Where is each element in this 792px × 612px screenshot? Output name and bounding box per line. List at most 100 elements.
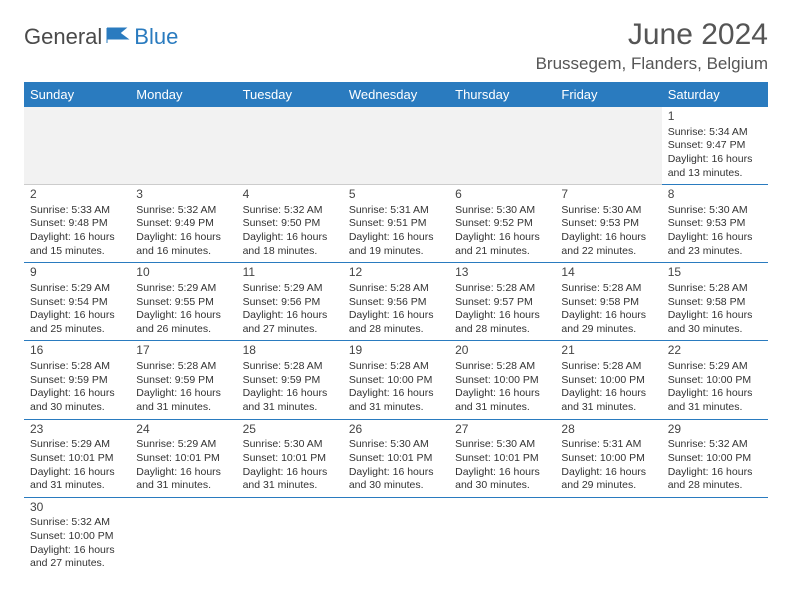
cell-text: Sunrise: 5:29 AM xyxy=(136,438,230,452)
cell-text: Sunset: 9:49 PM xyxy=(136,217,230,231)
cell-text: Sunset: 9:47 PM xyxy=(668,139,762,153)
cell-text: Sunset: 9:57 PM xyxy=(455,296,549,310)
day-number: 20 xyxy=(455,343,549,359)
calendar-cell: 6Sunrise: 5:30 AMSunset: 9:52 PMDaylight… xyxy=(449,185,555,263)
cell-text: Sunrise: 5:30 AM xyxy=(243,438,337,452)
day-number: 21 xyxy=(561,343,655,359)
cell-text: Sunset: 9:56 PM xyxy=(243,296,337,310)
cell-text: Sunset: 9:59 PM xyxy=(243,374,337,388)
cell-text: Sunrise: 5:28 AM xyxy=(243,360,337,374)
cell-text: and 30 minutes. xyxy=(455,479,549,493)
cell-text: Sunrise: 5:33 AM xyxy=(30,204,124,218)
calendar-cell: 14Sunrise: 5:28 AMSunset: 9:58 PMDayligh… xyxy=(555,263,661,341)
cell-text: and 21 minutes. xyxy=(455,245,549,259)
cell-text: Sunset: 10:00 PM xyxy=(455,374,549,388)
calendar-cell: 29Sunrise: 5:32 AMSunset: 10:00 PMDaylig… xyxy=(662,419,768,497)
calendar-row: 30Sunrise: 5:32 AMSunset: 10:00 PMDaylig… xyxy=(24,497,768,575)
day-number: 29 xyxy=(668,422,762,438)
day-number: 15 xyxy=(668,265,762,281)
cell-text: and 31 minutes. xyxy=(349,401,443,415)
day-number: 1 xyxy=(668,109,762,125)
cell-text: Sunset: 9:56 PM xyxy=(349,296,443,310)
cell-text: Sunrise: 5:32 AM xyxy=(668,438,762,452)
cell-text: Sunset: 10:01 PM xyxy=(349,452,443,466)
calendar-cell xyxy=(555,107,661,185)
cell-text: and 31 minutes. xyxy=(136,401,230,415)
weekday-header: Wednesday xyxy=(343,82,449,107)
cell-text: Daylight: 16 hours xyxy=(561,466,655,480)
day-number: 18 xyxy=(243,343,337,359)
cell-text: Daylight: 16 hours xyxy=(136,387,230,401)
cell-text: and 31 minutes. xyxy=(243,401,337,415)
cell-text: and 19 minutes. xyxy=(349,245,443,259)
cell-text: Sunset: 9:58 PM xyxy=(668,296,762,310)
calendar-row: 16Sunrise: 5:28 AMSunset: 9:59 PMDayligh… xyxy=(24,341,768,419)
cell-text: Daylight: 16 hours xyxy=(561,231,655,245)
calendar-cell: 2Sunrise: 5:33 AMSunset: 9:48 PMDaylight… xyxy=(24,185,130,263)
day-number: 13 xyxy=(455,265,549,281)
cell-text: Daylight: 16 hours xyxy=(136,309,230,323)
day-number: 2 xyxy=(30,187,124,203)
calendar-row: 1Sunrise: 5:34 AMSunset: 9:47 PMDaylight… xyxy=(24,107,768,185)
cell-text: Sunrise: 5:32 AM xyxy=(243,204,337,218)
cell-text: Daylight: 16 hours xyxy=(668,153,762,167)
cell-text: Sunset: 10:00 PM xyxy=(561,374,655,388)
cell-text: and 30 minutes. xyxy=(668,323,762,337)
cell-text: Sunset: 10:00 PM xyxy=(349,374,443,388)
cell-text: Daylight: 16 hours xyxy=(455,309,549,323)
day-number: 9 xyxy=(30,265,124,281)
cell-text: and 31 minutes. xyxy=(30,479,124,493)
cell-text: and 27 minutes. xyxy=(243,323,337,337)
cell-text: and 27 minutes. xyxy=(30,557,124,571)
cell-text: Sunrise: 5:32 AM xyxy=(30,516,124,530)
calendar-row: 9Sunrise: 5:29 AMSunset: 9:54 PMDaylight… xyxy=(24,263,768,341)
cell-text: Sunrise: 5:29 AM xyxy=(668,360,762,374)
cell-text: and 13 minutes. xyxy=(668,167,762,181)
calendar-cell xyxy=(449,497,555,575)
calendar-cell xyxy=(555,497,661,575)
calendar-cell xyxy=(130,497,236,575)
cell-text: Sunset: 10:00 PM xyxy=(561,452,655,466)
cell-text: Sunrise: 5:30 AM xyxy=(349,438,443,452)
cell-text: and 31 minutes. xyxy=(243,479,337,493)
calendar-cell xyxy=(24,107,130,185)
calendar-cell: 4Sunrise: 5:32 AMSunset: 9:50 PMDaylight… xyxy=(237,185,343,263)
weekday-header: Monday xyxy=(130,82,236,107)
calendar-cell: 16Sunrise: 5:28 AMSunset: 9:59 PMDayligh… xyxy=(24,341,130,419)
weekday-header: Thursday xyxy=(449,82,555,107)
cell-text: Daylight: 16 hours xyxy=(30,387,124,401)
cell-text: and 28 minutes. xyxy=(455,323,549,337)
calendar-cell: 3Sunrise: 5:32 AMSunset: 9:49 PMDaylight… xyxy=(130,185,236,263)
cell-text: Sunset: 9:51 PM xyxy=(349,217,443,231)
cell-text: and 25 minutes. xyxy=(30,323,124,337)
cell-text: Daylight: 16 hours xyxy=(349,309,443,323)
cell-text: and 28 minutes. xyxy=(668,479,762,493)
cell-text: Sunset: 9:50 PM xyxy=(243,217,337,231)
calendar-cell: 10Sunrise: 5:29 AMSunset: 9:55 PMDayligh… xyxy=(130,263,236,341)
calendar-cell: 17Sunrise: 5:28 AMSunset: 9:59 PMDayligh… xyxy=(130,341,236,419)
cell-text: Daylight: 16 hours xyxy=(349,387,443,401)
calendar-cell: 12Sunrise: 5:28 AMSunset: 9:56 PMDayligh… xyxy=(343,263,449,341)
day-number: 3 xyxy=(136,187,230,203)
cell-text: Sunset: 9:55 PM xyxy=(136,296,230,310)
cell-text: and 22 minutes. xyxy=(561,245,655,259)
cell-text: Sunrise: 5:28 AM xyxy=(668,282,762,296)
calendar-cell: 8Sunrise: 5:30 AMSunset: 9:53 PMDaylight… xyxy=(662,185,768,263)
cell-text: Sunrise: 5:29 AM xyxy=(136,282,230,296)
cell-text: Daylight: 16 hours xyxy=(349,466,443,480)
cell-text: Daylight: 16 hours xyxy=(136,231,230,245)
calendar-row: 2Sunrise: 5:33 AMSunset: 9:48 PMDaylight… xyxy=(24,185,768,263)
cell-text: and 28 minutes. xyxy=(349,323,443,337)
day-number: 24 xyxy=(136,422,230,438)
cell-text: Sunrise: 5:28 AM xyxy=(561,360,655,374)
weekday-header: Tuesday xyxy=(237,82,343,107)
cell-text: Daylight: 16 hours xyxy=(30,544,124,558)
calendar-cell: 26Sunrise: 5:30 AMSunset: 10:01 PMDaylig… xyxy=(343,419,449,497)
weekday-header: Friday xyxy=(555,82,661,107)
day-number: 19 xyxy=(349,343,443,359)
cell-text: Sunset: 10:01 PM xyxy=(243,452,337,466)
cell-text: and 23 minutes. xyxy=(668,245,762,259)
weekday-header-row: Sunday Monday Tuesday Wednesday Thursday… xyxy=(24,82,768,107)
cell-text: Sunrise: 5:28 AM xyxy=(136,360,230,374)
cell-text: Sunrise: 5:34 AM xyxy=(668,126,762,140)
